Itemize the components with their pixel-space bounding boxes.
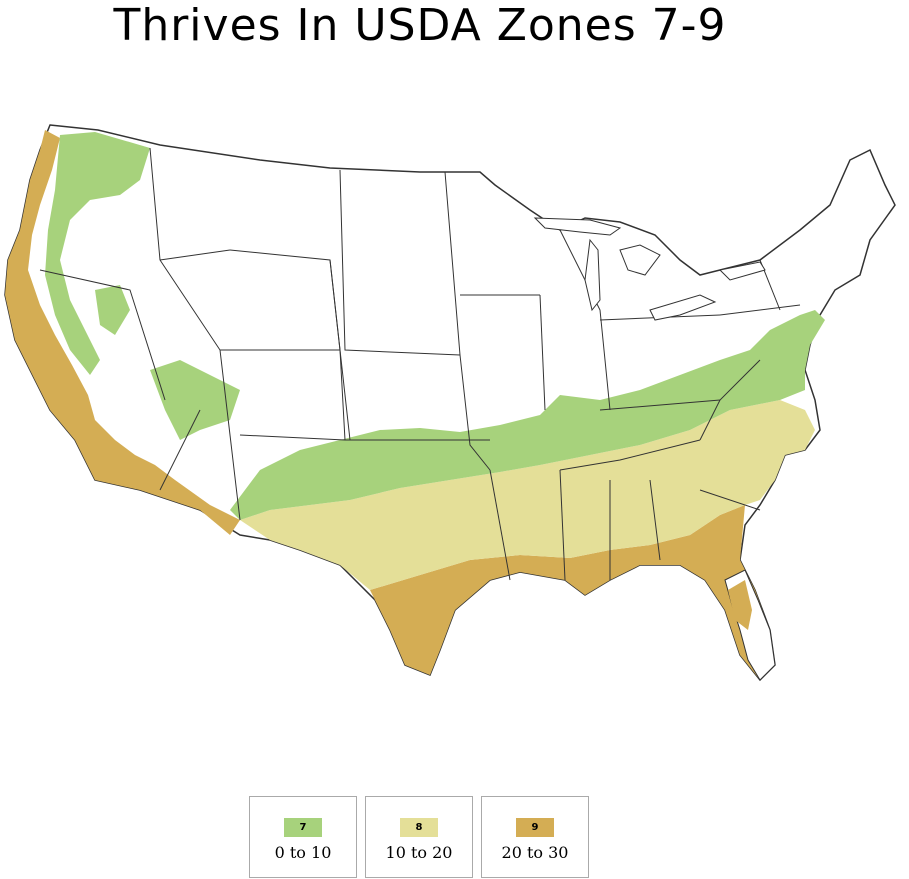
usa-map — [0, 110, 909, 710]
zone-7-nevada-patch — [95, 285, 130, 335]
zone-7-band — [230, 310, 825, 520]
page-title: Thrives In USDA Zones 7-9 — [113, 0, 727, 51]
legend-item-zone-8: 8 10 to 20 — [365, 796, 473, 878]
zone-7-pacific-nw — [45, 132, 150, 375]
great-lakes — [533, 217, 766, 321]
zone-legend: 7 0 to 10 8 10 to 20 9 20 to 30 — [249, 796, 589, 878]
usda-zone-map-icon — [4, 124, 896, 682]
legend-item-zone-9: 9 20 to 30 — [481, 796, 589, 878]
zone-8-swatch: 8 — [400, 818, 438, 837]
zone-7-range: 0 to 10 — [274, 843, 332, 862]
zone-7-swatch: 7 — [284, 818, 322, 837]
zone-9-gulf-coast — [370, 505, 775, 680]
zone-9-florida — [728, 580, 752, 630]
zone-7-southwest-patches — [150, 360, 240, 440]
state-boundaries — [39, 147, 801, 581]
legend-item-zone-7: 7 0 to 10 — [249, 796, 357, 878]
zone-9-range: 20 to 30 — [501, 843, 569, 862]
zone-9-swatch: 9 — [516, 818, 554, 837]
zone-8-range: 10 to 20 — [385, 843, 453, 862]
zone-9-west-coast — [5, 130, 240, 535]
